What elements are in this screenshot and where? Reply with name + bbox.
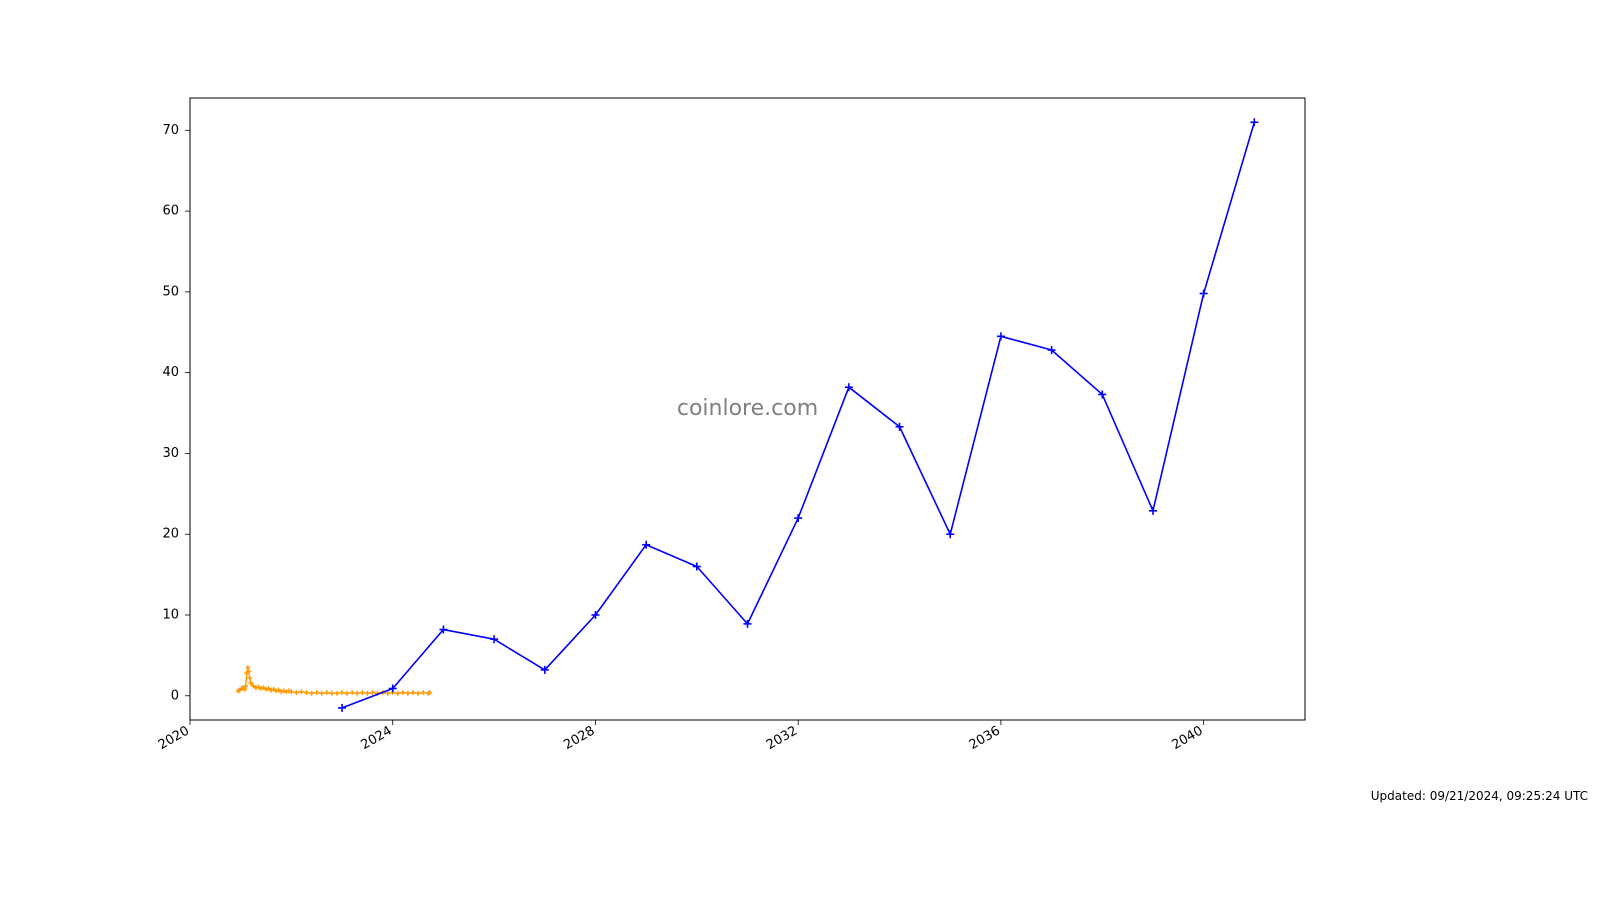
series-historical-marker: [329, 691, 334, 696]
series-forecast-marker: [794, 514, 802, 522]
series-historical-marker: [319, 691, 324, 696]
price-forecast-chart: 0 10 20 30 40 50 60 70 2020 2024 2028 2032 2036 2040 c…: [0, 0, 1600, 900]
series-historical-marker: [309, 691, 314, 696]
x-tick-label: 2028: [561, 723, 597, 753]
watermark-text: coinlore.com: [677, 396, 818, 421]
x-tick-label: 2024: [359, 723, 395, 753]
x-tick-label: 2040: [1169, 723, 1205, 753]
series-historical-marker: [411, 690, 416, 695]
series-historical-marker: [340, 690, 345, 695]
y-tick-label: 30: [162, 446, 179, 461]
y-tick-label: 70: [162, 123, 179, 138]
series-forecast-marker: [997, 332, 1005, 340]
updated-timestamp: Updated: 09/21/2024, 09:25:24 UTC: [1371, 789, 1588, 803]
series-historical-marker: [360, 690, 365, 695]
series-historical-marker: [247, 675, 252, 680]
x-tick-label: 2020: [156, 723, 192, 753]
y-tick-label: 20: [162, 527, 179, 542]
y-tick-label: 50: [162, 284, 179, 299]
series-historical-marker: [299, 689, 304, 694]
series-historical-marker: [405, 691, 410, 696]
series-forecast-marker: [1250, 118, 1258, 126]
series-forecast-marker: [946, 530, 954, 538]
y-tick-label: 60: [162, 204, 179, 219]
series-historical-marker: [365, 691, 370, 696]
series-forecast-marker: [1149, 507, 1157, 515]
x-tick-label: 2036: [967, 723, 1003, 753]
series-historical-marker: [370, 690, 375, 695]
series-historical-marker: [304, 690, 309, 695]
series-historical-marker: [289, 689, 294, 694]
series-historical-marker: [334, 691, 339, 696]
series-historical-marker: [345, 691, 350, 696]
series-forecast-marker: [338, 704, 346, 712]
series-forecast-marker: [1200, 289, 1208, 297]
series-historical-marker: [314, 690, 319, 695]
y-tick-label: 40: [162, 365, 179, 380]
series-historical-marker: [281, 688, 286, 693]
series-historical-marker: [350, 690, 355, 695]
series-historical-marker: [284, 689, 289, 694]
series-historical-marker: [324, 690, 329, 695]
series-historical-marker: [400, 690, 405, 695]
series-historical-marker: [355, 691, 360, 696]
series-historical-marker: [245, 665, 250, 670]
y-tick-label: 10: [162, 607, 179, 622]
series-historical-marker: [421, 690, 426, 695]
series-historical-marker: [294, 690, 299, 695]
y-tick-label: 0: [171, 688, 179, 703]
x-tick-label: 2032: [764, 723, 800, 753]
series-forecast-marker: [490, 635, 498, 643]
chart-container: 0 10 20 30 40 50 60 70 2020 2024 2028 2032 2036 2040 c…: [0, 0, 1600, 900]
series-historical-marker: [416, 691, 421, 696]
series-historical-marker: [286, 688, 291, 693]
series-historical-marker: [395, 691, 400, 696]
